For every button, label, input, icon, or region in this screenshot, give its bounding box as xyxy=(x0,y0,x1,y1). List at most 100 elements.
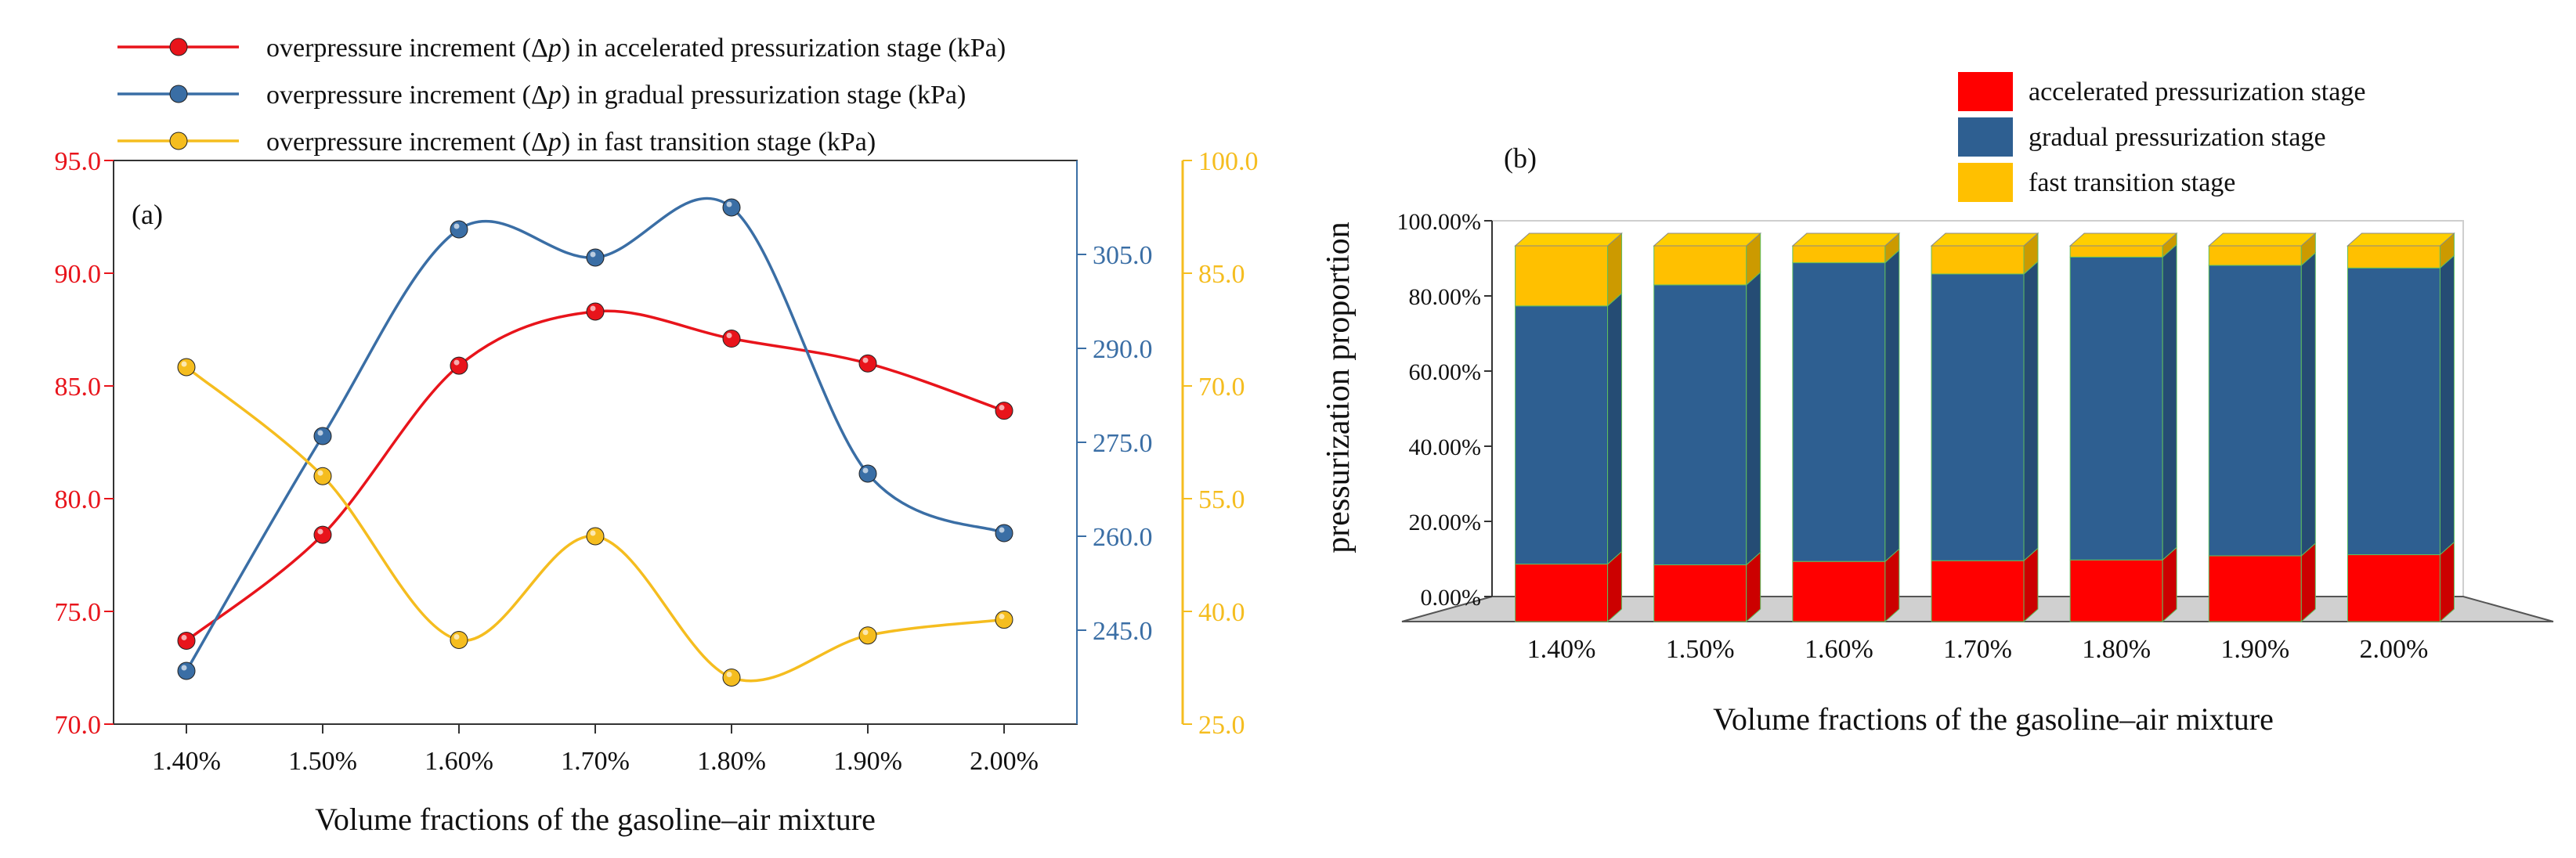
x-tick-label-a: 1.50% xyxy=(288,747,357,776)
bar-segment-1 xyxy=(1515,305,1609,565)
bar-top xyxy=(1514,233,1623,247)
bar-segment-2 xyxy=(1792,245,1886,264)
data-point-highlight xyxy=(181,634,187,640)
bar-segment-1 xyxy=(1931,273,2025,561)
x-tick-label-a: 1.80% xyxy=(697,747,766,776)
bar-segment-2 xyxy=(2208,245,2302,266)
data-point-highlight xyxy=(317,430,323,436)
bar-segment-2 xyxy=(2347,245,2441,269)
x-tick-label-a: 1.40% xyxy=(152,747,221,776)
legend-label-var: p xyxy=(547,128,562,157)
y-tick-label-right_inner: 260.0 xyxy=(1093,523,1153,552)
bar-segment-0 xyxy=(1931,560,2025,622)
data-point-1 xyxy=(450,220,468,239)
data-point-highlight xyxy=(317,470,323,476)
x-tick-label-a: 1.60% xyxy=(425,747,493,776)
data-point-0 xyxy=(586,302,605,321)
data-point-highlight xyxy=(726,333,732,339)
bar-top xyxy=(2347,233,2455,247)
data-point-highlight xyxy=(862,629,869,636)
y-tick-label-right_outer: 100.0 xyxy=(1198,147,1259,176)
bar-side-1 xyxy=(2300,251,2316,557)
legend-marker-1 xyxy=(169,85,188,103)
y-tick-label-left: 85.0 xyxy=(55,373,102,402)
chart-panel-a: overpressure increment (Δp) in accelerat… xyxy=(55,34,1259,837)
y-tick-label-left: 70.0 xyxy=(55,711,102,740)
data-point-0 xyxy=(722,330,741,348)
data-point-highlight xyxy=(862,357,869,363)
legend-label-prefix: overpressure increment ( xyxy=(266,34,531,63)
bar-segment-1 xyxy=(2208,265,2302,557)
y-tick-label-left: 95.0 xyxy=(55,147,102,176)
bar-side-0 xyxy=(2439,541,2455,623)
bar-side-1 xyxy=(2162,243,2177,561)
data-point-2 xyxy=(450,630,468,649)
legend-label-delta: Δ xyxy=(531,128,548,157)
bar-segment-2 xyxy=(1515,245,1609,307)
legend-label-b-0: accelerated pressurization stage xyxy=(2029,78,2365,106)
bar-top xyxy=(1653,233,1762,247)
data-point-highlight xyxy=(317,528,323,535)
data-point-1 xyxy=(858,464,877,483)
y-tick-label-b: 0.00% xyxy=(1421,585,1482,611)
bar-segment-1 xyxy=(2347,267,2441,556)
data-point-highlight xyxy=(181,665,187,671)
bar-top xyxy=(2207,233,2317,247)
data-point-1 xyxy=(995,524,1013,543)
bar-segment-0 xyxy=(1792,561,1886,622)
y-tick-label-left: 90.0 xyxy=(55,260,102,289)
data-point-highlight xyxy=(590,251,596,258)
data-point-1 xyxy=(177,662,196,680)
legend-label-prefix: overpressure increment ( xyxy=(266,128,531,157)
bar-segment-2 xyxy=(1653,245,1747,286)
data-point-1 xyxy=(722,198,741,217)
data-point-2 xyxy=(586,527,605,546)
bar-segment-0 xyxy=(1653,564,1747,622)
series-line-0 xyxy=(185,309,1005,642)
legend-label-0: overpressure increment (Δp) in accelerat… xyxy=(266,34,1006,63)
y-tick-label-right_outer: 85.0 xyxy=(1198,260,1245,289)
y-tick-label-left: 80.0 xyxy=(55,485,102,514)
x-tick-label-b: 2.00% xyxy=(2360,635,2429,664)
bar-segment-0 xyxy=(1515,564,1609,622)
bar-segment-2 xyxy=(1931,245,2025,275)
x-tick-label-b: 1.80% xyxy=(2082,635,2151,664)
y-tick-label-b: 40.00% xyxy=(1409,434,1482,460)
data-point-highlight xyxy=(590,305,596,312)
legend-swatch-b-0 xyxy=(1958,72,2013,111)
x-tick-label-b: 1.50% xyxy=(1666,635,1735,664)
bar-segment-0 xyxy=(2069,559,2163,622)
y-tick-label-b: 60.00% xyxy=(1409,359,1482,385)
x-axis-label-a: Volume fractions of the gasoline–air mix… xyxy=(315,802,876,837)
data-point-highlight xyxy=(999,405,1005,411)
data-point-0 xyxy=(858,354,877,373)
y-axis-label-b: pressurization proportion xyxy=(1321,222,1357,553)
x-tick-label-a: 1.90% xyxy=(833,747,902,776)
legend-a: overpressure increment (Δp) in accelerat… xyxy=(117,34,1006,157)
bar-side-1 xyxy=(1746,271,1761,566)
legend-label-delta: Δ xyxy=(531,81,548,110)
plot-frame-a xyxy=(113,160,1078,725)
legend-label-2: overpressure increment (Δp) in fast tran… xyxy=(266,128,876,157)
bar-top xyxy=(1930,233,2039,247)
bar-segment-0 xyxy=(2347,554,2441,622)
legend-label-suffix: ) in gradual pressurization stage (kPa) xyxy=(562,81,966,110)
data-point-2 xyxy=(313,467,332,485)
legend-label-delta: Δ xyxy=(531,34,548,63)
legend-label-prefix: overpressure increment ( xyxy=(266,81,531,110)
data-point-0 xyxy=(177,631,196,650)
series-line-1 xyxy=(185,196,1005,672)
bar-top xyxy=(1791,233,1901,247)
y-tick-label-right_inner: 245.0 xyxy=(1093,617,1153,646)
panel-label-b: (b) xyxy=(1504,142,1537,174)
bar-segment-1 xyxy=(1792,262,1886,562)
data-point-2 xyxy=(177,358,196,377)
bar-side-1 xyxy=(2439,254,2455,556)
y-tick-label-right_inner: 275.0 xyxy=(1093,429,1153,458)
legend-label-b-1: gradual pressurization stage xyxy=(2029,123,2326,152)
axes-a: 1.40% 1.50% 1.60% 1.70% 1.80% 1.90% 2.00% 70.0 7… xyxy=(55,147,1259,776)
y-tick-label-b: 80.00% xyxy=(1409,284,1482,310)
data-point-0 xyxy=(995,402,1013,420)
chart-panel-b: (b) accelerated pressurization stage grad… xyxy=(1321,72,2554,737)
x-tick-label-b: 1.90% xyxy=(2220,635,2289,664)
